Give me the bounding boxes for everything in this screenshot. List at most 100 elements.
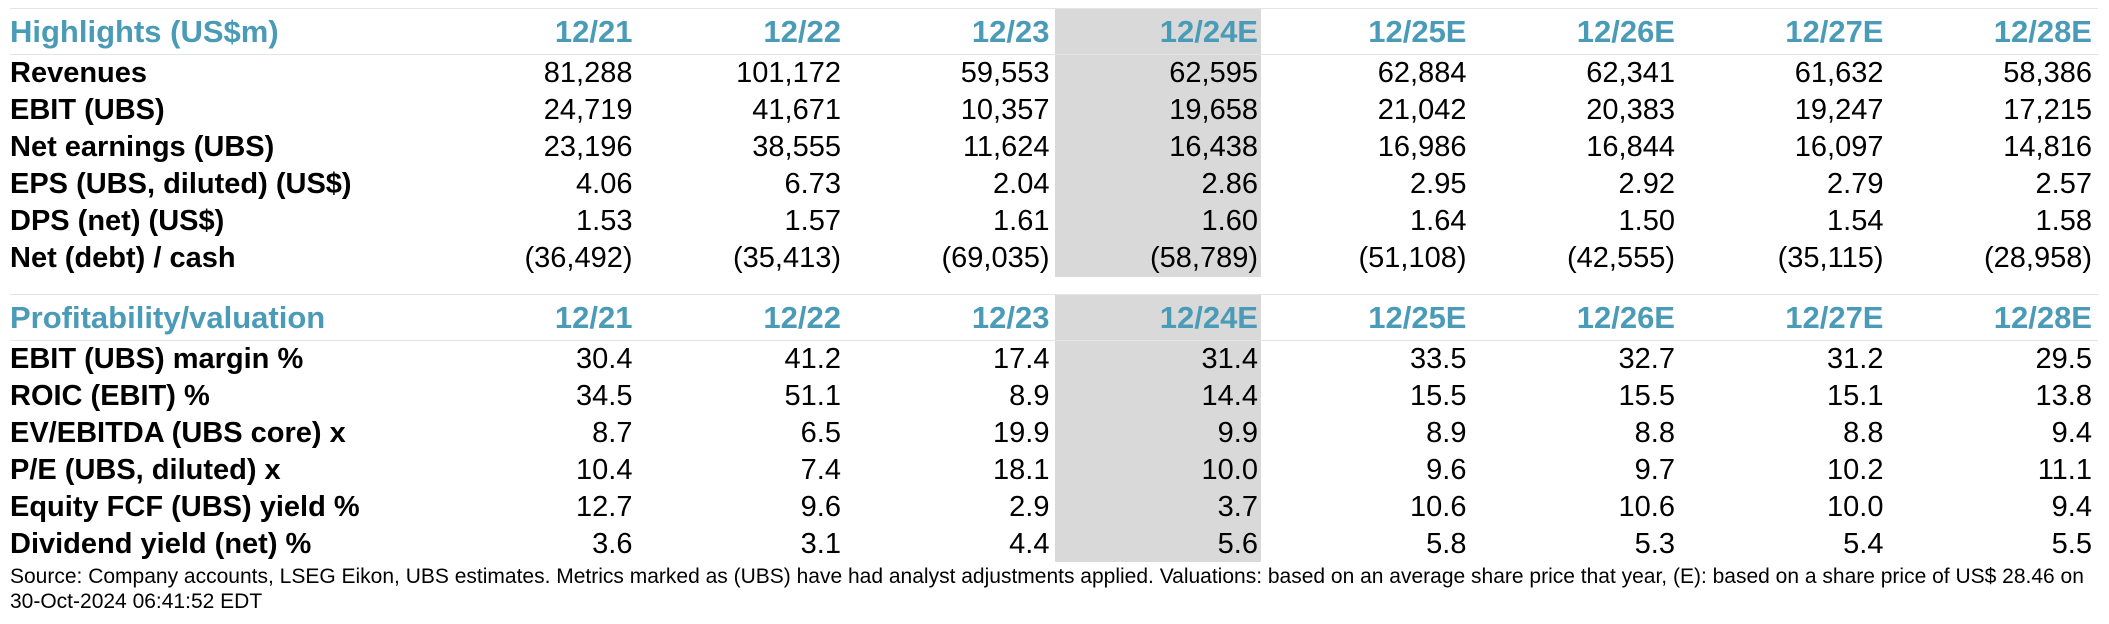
table-cell: 5.5 — [2051, 528, 2092, 560]
table-cell: 9.7 — [1634, 454, 1675, 486]
table-cell: 62,595 — [1169, 57, 1258, 89]
table-cell: 3.1 — [800, 528, 841, 560]
table-row: EV/EBITDA (UBS core) x 8.7 6.5 19.9 9.9 … — [10, 415, 2098, 452]
table-cell: 4.4 — [1009, 528, 1050, 560]
table-cell: 10.2 — [1827, 454, 1884, 486]
table-cell: 81,288 — [543, 57, 633, 89]
highlights-table: Highlights (US$m) 12/21 12/22 12/23 12/2… — [10, 8, 2098, 277]
table-cell: 16,844 — [1586, 131, 1675, 163]
row-label: Net earnings (UBS) — [10, 131, 275, 163]
table-row: Net earnings (UBS) 23,196 38,555 11,624 … — [10, 129, 2098, 166]
row-label: P/E (UBS, diluted) x — [10, 454, 281, 486]
table-cell: 12.7 — [576, 491, 633, 523]
table-row: Net (debt) / cash (36,492) (35,413) (69,… — [10, 240, 2098, 277]
column-header: 12/27E — [1681, 294, 1890, 341]
table-cell: (58,789) — [1149, 242, 1258, 274]
table-cell: 17,215 — [2003, 94, 2092, 126]
table-row: ROIC (EBIT) % 34.5 51.1 8.9 14.4 15.5 15… — [10, 378, 2098, 415]
profitability-table: Profitability/valuation 12/21 12/22 12/2… — [10, 294, 2098, 563]
table-cell: (35,115) — [1777, 242, 1884, 274]
row-label: EPS (UBS, diluted) (US$) — [10, 168, 352, 200]
table-cell: 2.57 — [2035, 168, 2092, 200]
table-cell: 29.5 — [2035, 343, 2092, 375]
table-cell: 10,357 — [960, 94, 1050, 126]
table-cell: 1.50 — [1618, 205, 1675, 237]
table-cell: 2.95 — [1410, 168, 1467, 200]
column-header: 12/22 — [638, 8, 847, 55]
profitability-title: Profitability/valuation — [10, 294, 430, 341]
table-row: DPS (net) (US$) 1.53 1.57 1.61 1.60 1.64… — [10, 203, 2098, 240]
column-header: 12/24E — [1055, 294, 1264, 341]
column-header: 12/23 — [847, 294, 1056, 341]
row-label: Equity FCF (UBS) yield % — [10, 491, 360, 523]
table-cell: 1.60 — [1201, 205, 1258, 237]
table-cell: 1.58 — [2035, 205, 2092, 237]
column-header: 12/27E — [1681, 8, 1890, 55]
table-cell: (36,492) — [524, 242, 633, 274]
table-cell: 3.7 — [1217, 491, 1258, 523]
table-cell: 2.79 — [1827, 168, 1884, 200]
row-label: ROIC (EBIT) % — [10, 380, 210, 412]
table-cell: 17.4 — [993, 343, 1050, 375]
table-cell: 1.61 — [993, 205, 1050, 237]
table-cell: 10.4 — [576, 454, 633, 486]
table-cell: 5.4 — [1843, 528, 1884, 560]
table-cell: 5.6 — [1217, 528, 1258, 560]
table-row: EBIT (UBS) margin % 30.4 41.2 17.4 31.4 … — [10, 341, 2098, 379]
table-cell: 38,555 — [752, 131, 841, 163]
row-label: EBIT (UBS) margin % — [10, 343, 304, 375]
table-cell: 3.6 — [592, 528, 633, 560]
table-cell: 2.92 — [1618, 168, 1675, 200]
table-cell: 9.4 — [2051, 491, 2092, 523]
table-row: P/E (UBS, diluted) x 10.4 7.4 18.1 10.0 … — [10, 452, 2098, 489]
table-cell: 15.5 — [1410, 380, 1467, 412]
column-header: 12/26E — [1472, 8, 1681, 55]
table-cell: 19.9 — [993, 417, 1050, 449]
column-header: 12/28E — [1889, 8, 2098, 55]
table-cell: 9.6 — [1426, 454, 1467, 486]
table-cell: 2.86 — [1201, 168, 1258, 200]
table-cell: 1.53 — [576, 205, 633, 237]
table-cell: (28,958) — [1983, 242, 2092, 274]
table-cell: (35,413) — [732, 242, 841, 274]
table-cell: 14,816 — [2003, 131, 2092, 163]
table-cell: 10.0 — [1201, 454, 1258, 486]
table-cell: 14.4 — [1201, 380, 1258, 412]
table-cell: 16,097 — [1794, 131, 1884, 163]
column-header: 12/22 — [638, 294, 847, 341]
column-header: 12/21 — [430, 294, 639, 341]
table-cell: 21,042 — [1377, 94, 1467, 126]
highlights-title: Highlights (US$m) — [10, 8, 430, 55]
column-header: 12/26E — [1472, 294, 1681, 341]
table-cell: 32.7 — [1618, 343, 1675, 375]
table-cell: 5.3 — [1634, 528, 1675, 560]
table-cell: (42,555) — [1566, 242, 1675, 274]
highlights-header-row: Highlights (US$m) 12/21 12/22 12/23 12/2… — [10, 8, 2098, 55]
row-label: Revenues — [10, 57, 148, 89]
table-cell: 16,986 — [1377, 131, 1467, 163]
table-cell: 18.1 — [993, 454, 1050, 486]
table-row: EPS (UBS, diluted) (US$) 4.06 6.73 2.04 … — [10, 166, 2098, 203]
table-cell: 33.5 — [1410, 343, 1467, 375]
table-cell: 1.54 — [1827, 205, 1884, 237]
table-cell: 6.5 — [800, 417, 841, 449]
table-cell: 41.2 — [784, 343, 841, 375]
table-cell: 34.5 — [576, 380, 633, 412]
table-cell: 2.04 — [993, 168, 1050, 200]
table-cell: 20,383 — [1586, 94, 1675, 126]
row-label: Net (debt) / cash — [10, 242, 236, 274]
profitability-header-row: Profitability/valuation 12/21 12/22 12/2… — [10, 294, 2098, 341]
table-cell: 41,671 — [752, 94, 841, 126]
table-cell: 23,196 — [543, 131, 633, 163]
table-row: Equity FCF (UBS) yield % 12.7 9.6 2.9 3.… — [10, 489, 2098, 526]
table-cell: 1.64 — [1410, 205, 1467, 237]
column-header: 12/25E — [1264, 294, 1473, 341]
column-header: 12/25E — [1264, 8, 1473, 55]
table-cell: (69,035) — [941, 242, 1050, 274]
column-header: 12/23 — [847, 8, 1056, 55]
row-label: EBIT (UBS) — [10, 94, 165, 126]
table-cell: 19,658 — [1169, 94, 1258, 126]
table-cell: 4.06 — [576, 168, 633, 200]
table-cell: 61,632 — [1794, 57, 1884, 89]
